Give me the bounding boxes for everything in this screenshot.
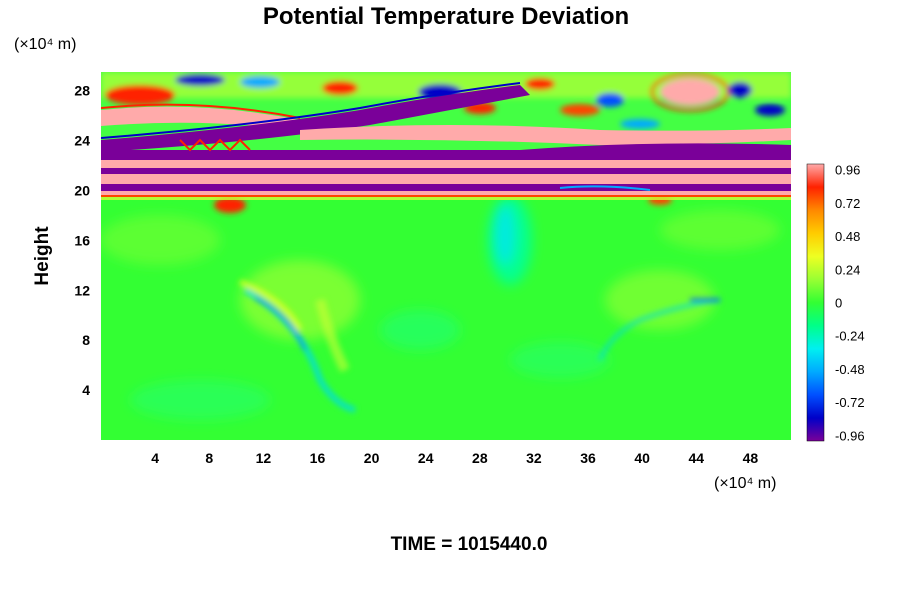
x-tick-label: 12 <box>256 450 272 466</box>
x-tick-label: 24 <box>418 450 434 466</box>
colorbar-tick-label: 0.24 <box>835 262 860 277</box>
band-red-edge <box>101 195 791 197</box>
colorbar-tick-label: -0.72 <box>835 395 865 410</box>
plume-right-arc <box>598 298 721 361</box>
chart-title: Potential Temperature Deviation <box>263 3 629 30</box>
blob-blue-3 <box>728 82 752 98</box>
patch-cyan-green-3 <box>510 342 610 378</box>
colorbar-tick-label: 0.72 <box>835 196 860 211</box>
x-tick-label: 20 <box>364 450 380 466</box>
band-yellow-edge <box>101 197 791 200</box>
patch-cyan-green-2 <box>380 310 460 350</box>
band-blue-diagonal-edge <box>101 82 521 139</box>
band-purple-3 <box>101 184 791 191</box>
x-tick-label: 28 <box>472 450 488 466</box>
patch-yellow-green-3 <box>101 215 220 265</box>
x-axis-unit: (×10⁴ m) <box>714 475 776 492</box>
plot-area <box>101 72 791 440</box>
colorbar-tick-label: -0.96 <box>835 428 865 443</box>
x-tick-label: 4 <box>151 450 159 466</box>
band-pink-2 <box>101 174 791 184</box>
colorbar-tick-label: -0.48 <box>835 362 865 377</box>
colorbar-tick-label: -0.24 <box>835 329 865 344</box>
patch-cyan-green-4 <box>130 380 270 420</box>
y-tick-label: 12 <box>74 282 90 298</box>
x-tick-label: 40 <box>634 450 650 466</box>
plume-yellow-arc <box>239 279 303 332</box>
x-tick-label: 44 <box>689 450 705 466</box>
blob-red-7 <box>214 197 246 213</box>
plume-structures <box>239 279 721 413</box>
blob-blue-1 <box>175 74 225 86</box>
colorbar-gradient <box>806 163 825 442</box>
y-tick-label: 20 <box>74 183 90 199</box>
band-purple-diagonal <box>101 85 530 152</box>
blob-pink-1 <box>660 78 720 106</box>
plume-left-arc-blue <box>254 296 307 351</box>
blob-cyan-2 <box>620 119 660 129</box>
x-tick-label: 32 <box>526 450 542 466</box>
band-purple-1 <box>101 150 791 160</box>
colorbar-tick-label: 0 <box>835 296 842 311</box>
patch-yellow-green-4 <box>660 210 780 250</box>
colorbar-tick-label: 0.96 <box>835 163 860 178</box>
y-axis-unit: (×10⁴ m) <box>14 36 76 53</box>
band-purple-2 <box>101 168 791 174</box>
band-pink-mid <box>300 125 791 145</box>
colorbar-ticks: 0.96 0.72 0.48 0.24 0 -0.24 -0.48 -0.72 -0.96 <box>835 163 865 444</box>
y-axis-ticks: 4 8 12 16 20 24 28 <box>74 83 90 398</box>
patch-yellow-green-2 <box>605 270 715 330</box>
x-tick-label: 8 <box>205 450 213 466</box>
blob-blue-4 <box>596 93 624 107</box>
patch-cyan-1 <box>495 205 515 265</box>
y-tick-label: 8 <box>82 332 90 348</box>
blob-red-4 <box>650 72 730 112</box>
blob-cyan-1 <box>240 76 280 88</box>
x-tick-label: 48 <box>743 450 759 466</box>
y-tick-label: 16 <box>74 232 90 248</box>
x-tick-label: 36 <box>580 450 596 466</box>
upper-region <box>101 72 791 213</box>
band-pink-3 <box>101 191 791 195</box>
band-pink-1 <box>101 160 791 168</box>
interface-wave-cyan <box>559 185 651 191</box>
blob-red-5 <box>560 104 600 116</box>
time-label: TIME = 1015440.0 <box>391 534 548 555</box>
y-tick-label: 4 <box>82 382 90 398</box>
y-tick-label: 28 <box>74 83 90 99</box>
plume-yellow-center <box>315 298 350 373</box>
band-purple-right <box>520 143 791 165</box>
blob-red-3 <box>525 78 555 90</box>
blob-red-2 <box>322 81 358 95</box>
x-axis-ticks: 4 8 12 16 20 24 28 32 36 40 44 48 <box>151 450 758 466</box>
colorbar: 0.96 0.72 0.48 0.24 0 -0.24 -0.48 -0.72 -0.96 <box>806 163 865 444</box>
band-red-upper-edge <box>101 103 301 119</box>
blob-blue-5 <box>755 104 785 116</box>
y-axis-label: Height <box>32 226 53 286</box>
y-tick-label: 24 <box>74 133 90 149</box>
interface-wave-red <box>179 138 251 152</box>
blob-red-1 <box>105 85 175 105</box>
x-tick-label: 16 <box>310 450 326 466</box>
colorbar-tick-label: 0.48 <box>835 229 860 244</box>
